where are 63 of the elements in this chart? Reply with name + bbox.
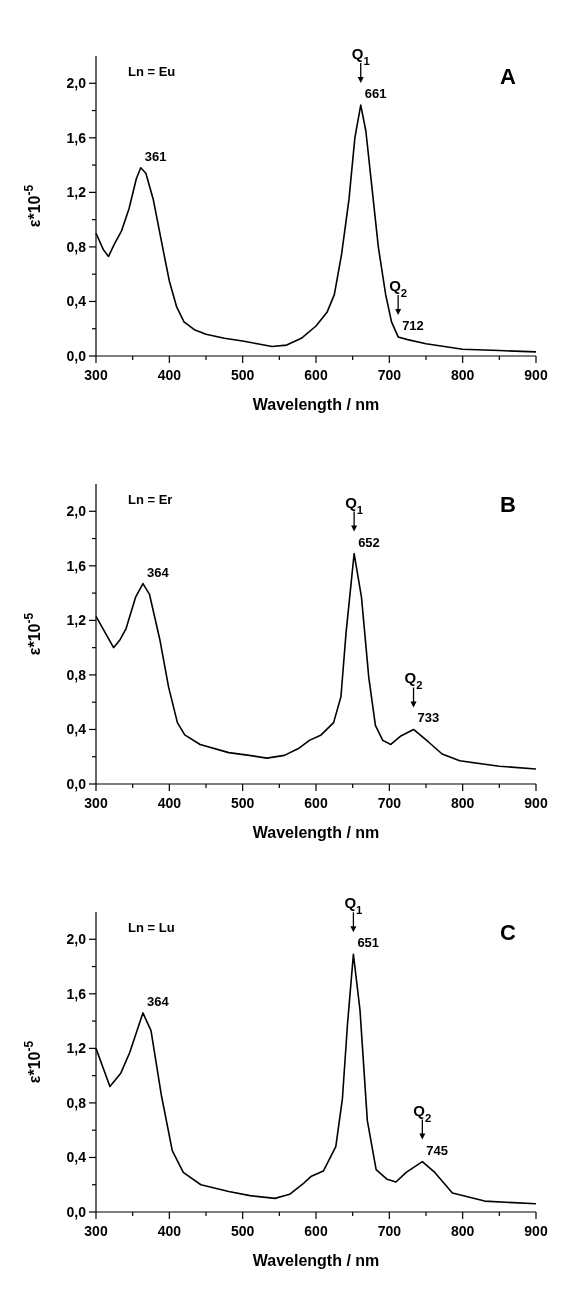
annotation: Q$_{2}$: [413, 1101, 432, 1124]
x-tick-label: 900: [524, 795, 548, 811]
x-axis-title: Wavelength / nm: [252, 1252, 380, 1269]
y-tick-label: 0,0: [66, 776, 87, 792]
x-tick-label: 500: [230, 367, 255, 383]
annotation: Q$_{2}$: [389, 276, 408, 299]
y-tick-label: 1,2: [66, 184, 87, 201]
y-tick-label: 2,0: [66, 75, 87, 92]
y-tick-label: 0,8: [66, 1094, 87, 1111]
x-tick-label: 900: [524, 367, 548, 383]
annotation: 364: [146, 564, 170, 580]
annotation: B: [500, 492, 516, 517]
x-tick-label: 800: [450, 795, 475, 811]
x-tick-label: 300: [84, 795, 108, 811]
x-tick-label: 800: [450, 1223, 475, 1239]
annotation: Q$_{2}$: [404, 669, 423, 692]
x-tick-label: 400: [157, 795, 182, 811]
annotation: 712: [402, 317, 424, 333]
x-tick-label: 500: [230, 1223, 255, 1239]
x-tick-label: 800: [450, 367, 475, 383]
y-tick-label: 1,6: [66, 557, 87, 574]
annotation: A: [500, 64, 517, 89]
y-tick-label: 2,0: [66, 503, 87, 520]
annotation: Ln = Lu: [128, 920, 175, 935]
annotation: Q$_{1}$: [351, 45, 370, 68]
y-tick-label: 2,0: [66, 931, 87, 948]
x-tick-label: 700: [377, 1223, 402, 1239]
annotation: Q$_{1}$: [344, 894, 363, 917]
x-tick-label: 300: [84, 367, 108, 383]
y-tick-label: 1,2: [66, 612, 87, 629]
x-axis-title: Wavelength / nm: [252, 396, 380, 413]
annotation: 364: [146, 993, 170, 1009]
annotation: 733: [417, 710, 440, 726]
y-tick-label: 0,8: [66, 666, 87, 683]
y-tick-label: 0,0: [66, 1204, 87, 1220]
annotation: 652: [358, 534, 380, 550]
x-tick-label: 700: [377, 795, 402, 811]
annotation: 651: [357, 935, 380, 951]
y-tick-label: 0,4: [66, 1149, 87, 1166]
x-tick-label: 900: [524, 1223, 548, 1239]
annotation: Ln = Er: [128, 492, 173, 507]
x-tick-label: 600: [304, 367, 328, 383]
y-tick-label: 1,6: [66, 985, 87, 1002]
x-tick-label: 600: [304, 1223, 328, 1239]
y-tick-label: 0,0: [66, 348, 87, 364]
x-tick-label: 700: [377, 367, 402, 383]
y-tick-label: 0,4: [66, 293, 87, 310]
annotation: 661: [364, 86, 387, 102]
annotation: Q$_{1}$: [345, 493, 364, 516]
x-tick-label: 600: [304, 795, 328, 811]
x-axis-title: Wavelength / nm: [252, 824, 380, 841]
annotation: C: [500, 920, 517, 945]
y-tick-label: 0,8: [66, 238, 87, 255]
y-tick-label: 0,4: [66, 721, 87, 738]
annotation: Ln = Eu: [128, 64, 176, 79]
x-tick-label: 400: [157, 367, 182, 383]
y-tick-label: 1,6: [66, 129, 87, 146]
x-tick-label: 300: [84, 1223, 108, 1239]
x-tick-label: 500: [230, 795, 255, 811]
annotation: 361: [144, 148, 167, 164]
x-tick-label: 400: [157, 1223, 182, 1239]
y-tick-label: 1,2: [66, 1040, 87, 1057]
annotation: 745: [426, 1142, 449, 1158]
